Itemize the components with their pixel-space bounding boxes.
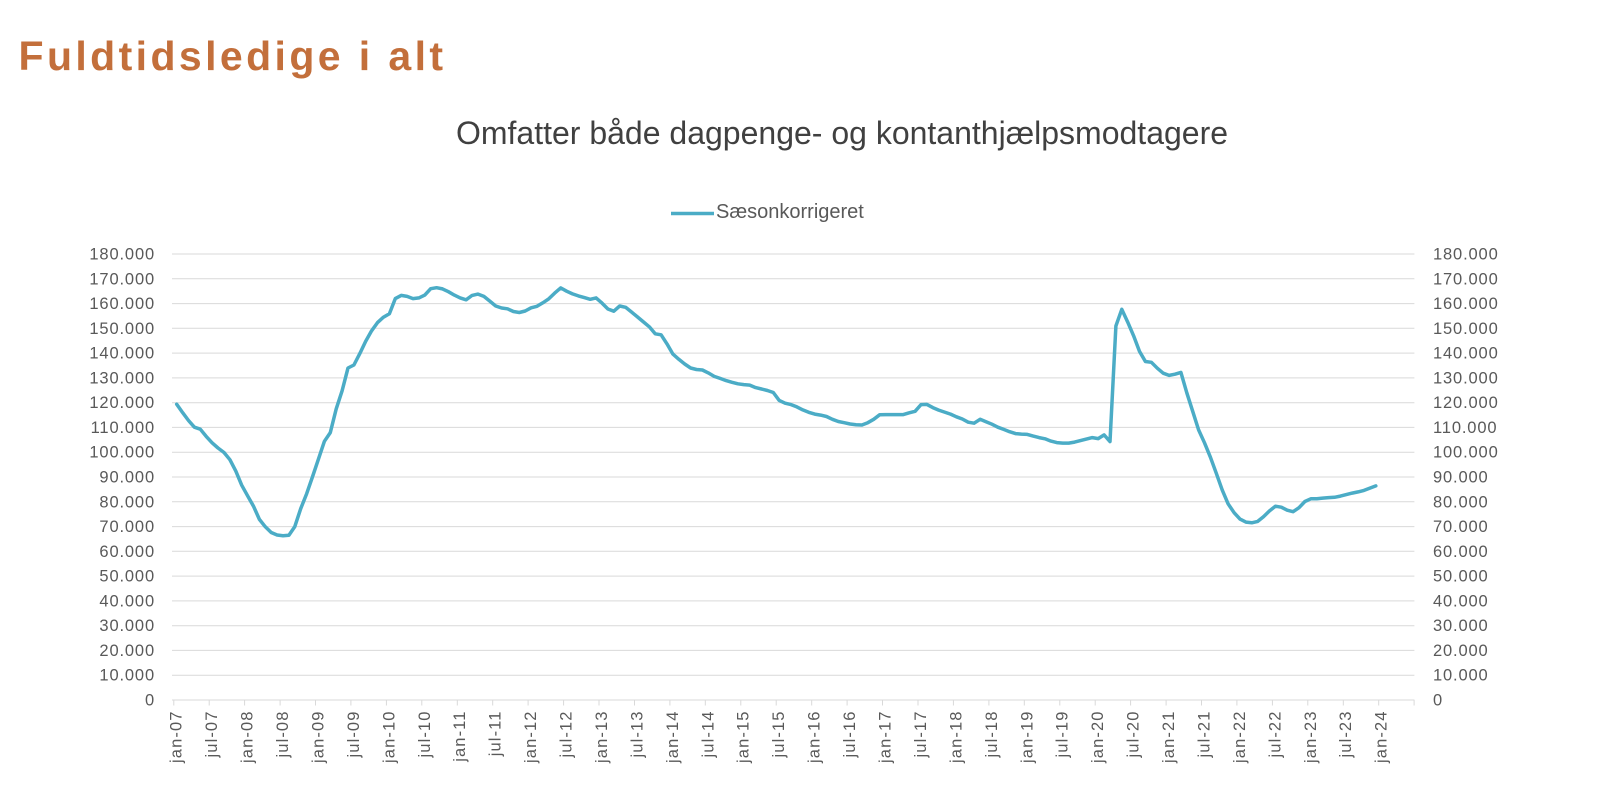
svg-text:90.000: 90.000 [99,469,155,487]
svg-text:180.000: 180.000 [1433,246,1499,264]
svg-text:jan-09: jan-09 [310,711,328,764]
svg-text:jul-13: jul-13 [628,711,646,759]
svg-text:120.000: 120.000 [1433,394,1499,412]
svg-text:jul-16: jul-16 [841,711,859,759]
svg-text:30.000: 30.000 [1433,617,1489,635]
svg-text:jan-22: jan-22 [1231,711,1249,764]
svg-text:70.000: 70.000 [99,518,155,536]
svg-text:jan-14: jan-14 [664,711,682,764]
svg-text:130.000: 130.000 [89,369,155,387]
svg-text:jul-23: jul-23 [1337,711,1355,759]
svg-text:80.000: 80.000 [1433,493,1489,511]
svg-text:100.000: 100.000 [89,444,155,462]
svg-text:80.000: 80.000 [99,493,155,511]
svg-text:50.000: 50.000 [1433,568,1489,586]
svg-text:jan-24: jan-24 [1373,711,1391,764]
svg-text:Omfatter både dagpenge- og kon: Omfatter både dagpenge- og kontanthjælps… [456,115,1228,151]
svg-text:110.000: 110.000 [91,419,155,437]
svg-text:Fuldtidsledige i alt: Fuldtidsledige i alt [19,33,447,79]
svg-text:110.000: 110.000 [1433,419,1497,437]
svg-text:100.000: 100.000 [1433,444,1499,462]
svg-text:jul-15: jul-15 [770,711,788,759]
svg-text:jan-08: jan-08 [239,711,257,764]
svg-text:50.000: 50.000 [99,568,155,586]
svg-text:jan-12: jan-12 [522,711,540,764]
svg-text:180.000: 180.000 [89,246,155,264]
svg-text:130.000: 130.000 [1433,369,1499,387]
svg-text:jan-07: jan-07 [168,711,186,764]
svg-text:jul-17: jul-17 [912,711,930,759]
svg-text:jan-11: jan-11 [451,711,469,763]
svg-text:jul-12: jul-12 [558,711,576,759]
svg-text:90.000: 90.000 [1433,469,1489,487]
svg-text:jan-20: jan-20 [1089,711,1107,764]
svg-text:120.000: 120.000 [89,394,155,412]
svg-text:jul-09: jul-09 [345,711,363,759]
svg-text:140.000: 140.000 [89,345,155,363]
svg-text:60.000: 60.000 [1433,543,1489,561]
svg-text:40.000: 40.000 [1433,592,1489,610]
svg-text:20.000: 20.000 [99,642,155,660]
svg-text:jan-17: jan-17 [877,711,895,764]
svg-text:jul-07: jul-07 [203,711,221,759]
svg-text:140.000: 140.000 [1433,345,1499,363]
svg-text:jul-21: jul-21 [1196,711,1214,759]
svg-text:20.000: 20.000 [1433,642,1489,660]
svg-text:0: 0 [1433,692,1443,710]
svg-text:jan-23: jan-23 [1302,711,1320,764]
svg-text:Sæsonkorrigeret: Sæsonkorrigeret [716,201,864,223]
svg-text:160.000: 160.000 [89,295,155,313]
svg-text:jan-21: jan-21 [1160,711,1178,764]
svg-text:jan-15: jan-15 [735,711,753,764]
svg-text:jul-20: jul-20 [1125,711,1143,759]
svg-text:150.000: 150.000 [1433,320,1499,338]
svg-text:10.000: 10.000 [99,667,155,685]
svg-text:0: 0 [145,692,155,710]
svg-text:jul-19: jul-19 [1054,711,1072,759]
svg-text:jan-10: jan-10 [380,711,398,764]
svg-text:jan-13: jan-13 [593,711,611,764]
svg-text:jul-10: jul-10 [416,711,434,759]
svg-text:jan-16: jan-16 [806,711,824,764]
svg-text:jul-18: jul-18 [983,711,1001,759]
svg-text:jul-11: jul-11 [487,711,505,758]
svg-text:170.000: 170.000 [89,270,155,288]
svg-text:jan-19: jan-19 [1018,711,1036,764]
svg-text:jul-14: jul-14 [699,711,717,759]
svg-text:160.000: 160.000 [1433,295,1499,313]
svg-text:10.000: 10.000 [1433,667,1489,685]
svg-text:jul-22: jul-22 [1266,711,1284,759]
svg-text:150.000: 150.000 [89,320,155,338]
svg-text:70.000: 70.000 [1433,518,1489,536]
svg-text:40.000: 40.000 [99,592,155,610]
svg-text:jan-18: jan-18 [947,711,965,764]
svg-text:60.000: 60.000 [99,543,155,561]
svg-text:30.000: 30.000 [99,617,155,635]
svg-text:170.000: 170.000 [1433,270,1499,288]
svg-text:jul-08: jul-08 [274,711,292,759]
